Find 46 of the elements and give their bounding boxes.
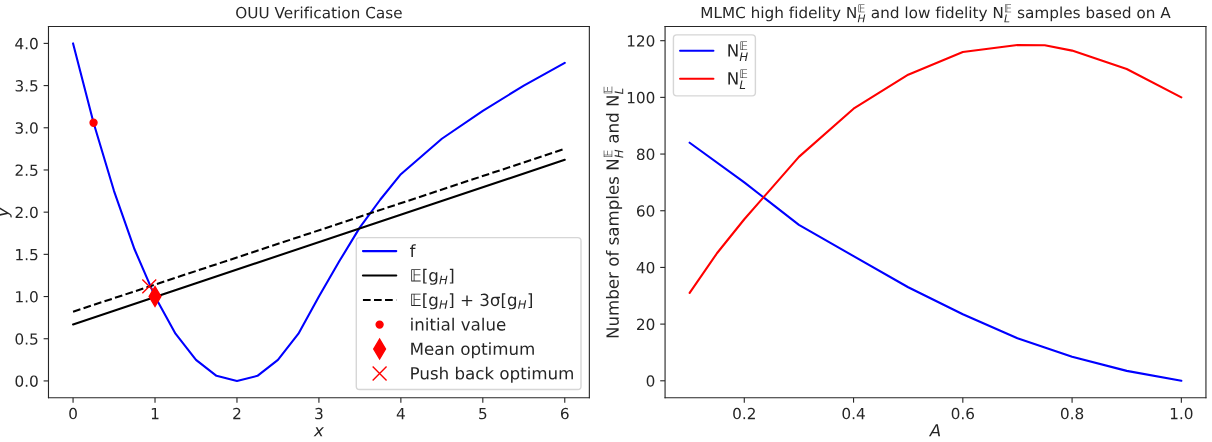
x-tick-label: 0.6 (951, 407, 975, 420)
x-tick-label: 6 (560, 407, 569, 420)
x-tick-label: 1 (151, 407, 159, 420)
legend-label: N$^{𝔼}$$_{H}$ (728, 41, 748, 61)
legend-label: f (409, 244, 416, 257)
point (141, 278, 157, 295)
x-tick-label: 5 (479, 407, 487, 420)
y-tick-label: 120 (627, 35, 655, 47)
y-tick-label: 20 (637, 318, 655, 331)
y-tick-label: 4.0 (15, 37, 38, 50)
y-tick-label: 0 (646, 375, 655, 387)
x-axis-title: x (313, 427, 324, 437)
y-tick-label: 100 (627, 91, 655, 104)
y-tick-label: 0.0 (15, 375, 38, 387)
x-tick-label: 0.2 (733, 407, 755, 420)
x-axis-title: A (928, 424, 941, 437)
legend-label: Push back optimum (411, 366, 573, 383)
line-series (688, 43, 1183, 294)
chart-title: OUU Verification Case (236, 6, 402, 19)
y-axis-title: Number of samples N$^{𝔼}$$_{H}$ and N$^{𝔼}$$_{L}$ (603, 86, 624, 338)
y-tick-label: 80 (636, 148, 655, 161)
legend-label: 𝔼[g$_{H}$] + 3σ[g$_{H}$] (411, 293, 532, 310)
legend-label: Mean optimum (411, 342, 534, 359)
y-tick-label: 3.0 (15, 122, 38, 134)
y-tick-label: 1.0 (16, 291, 38, 303)
y-axis-title: y (0, 207, 12, 218)
x-tick-label: 0.8 (1060, 407, 1084, 420)
x-tick-label: 2 (233, 407, 241, 420)
line-series (688, 141, 1183, 382)
x-tick-label: 0 (69, 407, 77, 420)
y-tick-label: 60 (636, 205, 655, 217)
y-tick-label: 40 (636, 261, 655, 274)
y-tick-label: 2.5 (15, 164, 38, 176)
chart-title: MLMC high fidelity N$^{𝔼}$$_{H}$ and low fidelity N$^{𝔼}$$_{L}$ samples based on A (701, 4, 1171, 23)
y-tick-label: 3.5 (15, 80, 38, 92)
y-tick-label: 0.5 (15, 333, 38, 345)
x-tick-label: 4 (396, 407, 405, 420)
legend-label: initial value (411, 317, 506, 331)
y-tick-label: 2.0 (15, 206, 38, 219)
point (89, 118, 98, 127)
x-tick-label: 3 (315, 407, 323, 420)
legend-label: 𝔼[g$_{H}$] (411, 268, 454, 285)
x-tick-label: 1.0 (1170, 407, 1193, 420)
legend-label: N$^{𝔼}$$_{L}$ (728, 69, 748, 89)
y-tick-label: 1.5 (16, 249, 38, 261)
x-tick-label: 0.4 (842, 407, 865, 420)
